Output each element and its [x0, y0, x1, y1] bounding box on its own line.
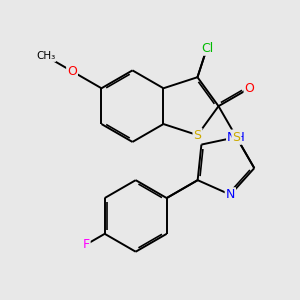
Text: CH₃: CH₃ — [36, 51, 55, 61]
Text: NH: NH — [227, 130, 246, 144]
Text: Cl: Cl — [201, 42, 213, 55]
Text: F: F — [82, 238, 90, 251]
Text: S: S — [232, 130, 240, 144]
Text: N: N — [226, 188, 235, 201]
Text: S: S — [194, 129, 202, 142]
Text: O: O — [67, 65, 77, 78]
Text: O: O — [244, 82, 254, 95]
